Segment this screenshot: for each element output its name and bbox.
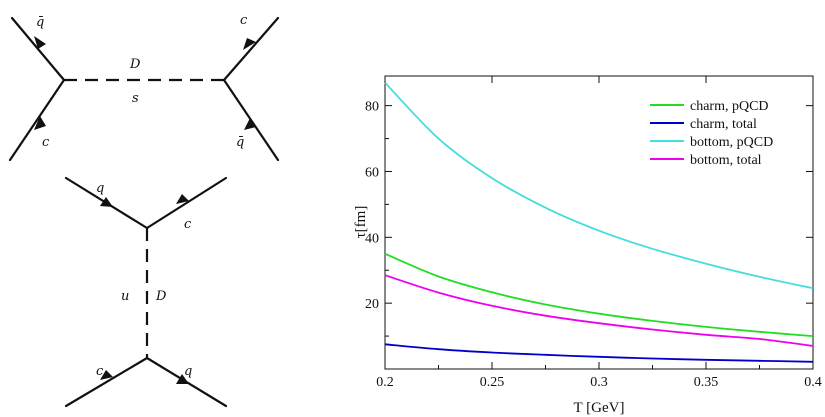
label-propagator-d: D <box>129 57 141 72</box>
label-qbar-bottom-right: q̄ <box>236 135 244 150</box>
series-line-0 <box>384 252 814 337</box>
x-tick-label: 0.4 <box>804 375 822 390</box>
label-channel-u: u <box>121 289 129 304</box>
arrow-icon <box>100 197 113 207</box>
incoming-charm-line <box>64 356 149 408</box>
label-q-top-left: q <box>96 181 104 196</box>
label-q-bottom-right: q <box>184 364 192 379</box>
label-propagator-d: D <box>155 289 167 304</box>
y-tick-label: 40 <box>365 231 379 246</box>
legend-label-3: bottom, total <box>690 153 762 168</box>
label-c-bottom-left: c <box>96 364 104 379</box>
arrow-icon <box>243 38 256 50</box>
series-line-1 <box>384 343 814 363</box>
x-tick-label: 0.3 <box>590 375 608 390</box>
arrow-icon <box>34 116 46 130</box>
y-tick-label: 80 <box>365 100 379 115</box>
series-line-3 <box>384 274 814 347</box>
label-c-bottom-left: c <box>42 135 50 150</box>
label-qbar-top-left: q̄ <box>36 15 44 30</box>
label-channel-s: s <box>132 91 139 106</box>
s-channel-diagram: q̄ c c q̄ D s <box>8 13 280 162</box>
series-layer <box>384 81 814 363</box>
axis-layer: 0.2 0.25 0.3 0.35 0.4 20 40 60 80 <box>365 76 822 390</box>
x-axis-label: T [GeV] <box>574 400 625 416</box>
arrow-icon <box>244 118 256 130</box>
label-c-top-right: c <box>184 217 192 232</box>
x-tick-label: 0.35 <box>694 375 719 390</box>
label-c-top-right: c <box>240 13 248 28</box>
y-tick-label: 20 <box>365 297 379 312</box>
series-line-2 <box>384 81 814 290</box>
x-tick-label: 0.25 <box>480 375 505 390</box>
x-tick-label: 0.2 <box>376 375 394 390</box>
u-channel-diagram: q c c q u D <box>64 176 228 408</box>
y-tick-label: 60 <box>365 165 379 180</box>
legend-label-0: charm, pQCD <box>690 99 769 114</box>
legend-label-1: charm, total <box>690 117 757 132</box>
legend-label-2: bottom, pQCD <box>690 135 773 150</box>
arrow-icon <box>176 374 189 384</box>
outgoing-charm-line <box>145 176 228 230</box>
arrow-icon <box>176 194 189 204</box>
arrow-icon <box>100 370 113 380</box>
y-axis-label: τ[fm] <box>353 206 369 239</box>
arrow-icon <box>34 36 46 49</box>
outgoing-charm-line <box>222 16 280 82</box>
legend: charm, pQCD charm, total bottom, pQCD botto… <box>650 99 773 168</box>
incoming-charm-line <box>8 78 66 162</box>
